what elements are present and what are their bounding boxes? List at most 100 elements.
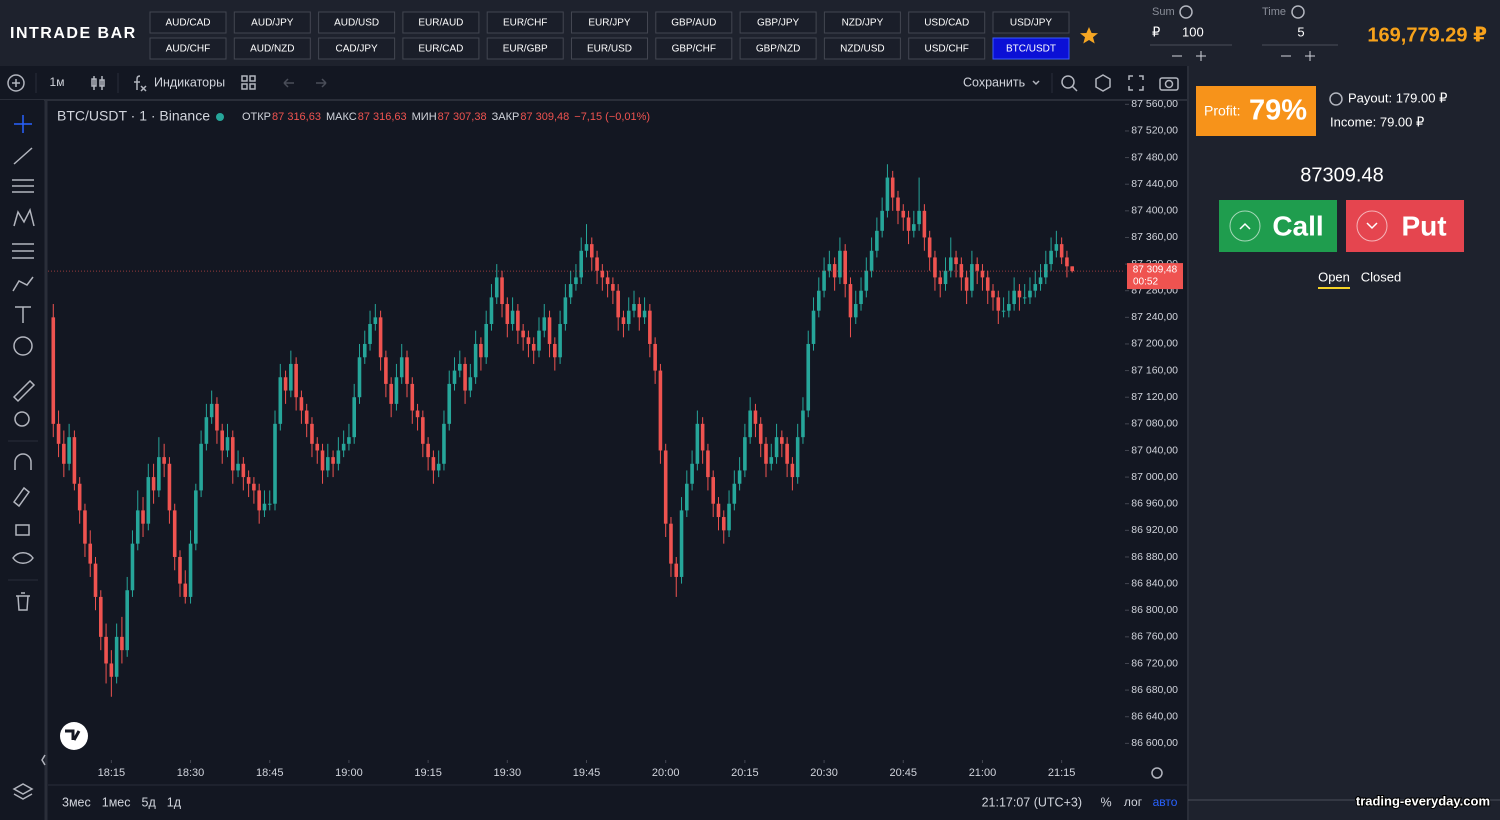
pair-button[interactable] — [739, 11, 817, 34]
tab-closed[interactable]: Closed — [1361, 269, 1401, 284]
percent-toggle[interactable]: % — [1100, 795, 1111, 809]
pair-label[interactable]: AUD/CAD — [165, 18, 210, 29]
candle-body — [690, 463, 694, 484]
add-symbol[interactable] — [7, 74, 25, 92]
candle-body — [278, 377, 283, 424]
pair-label[interactable]: USD/JPY — [1010, 18, 1053, 29]
pair-label[interactable]: EUR/CHF — [503, 18, 547, 29]
pair-button[interactable] — [233, 37, 311, 60]
undo[interactable] — [283, 78, 294, 88]
pair-button[interactable] — [318, 37, 396, 60]
candle-body — [447, 383, 452, 424]
pair-button[interactable] — [571, 37, 648, 60]
range-button[interactable]: 3мес — [62, 795, 91, 809]
pair-label[interactable]: EUR/JPY — [588, 18, 631, 29]
time-input[interactable]: 5 — [1297, 24, 1304, 39]
indicators[interactable]: Индикаторы — [154, 75, 225, 89]
range-button[interactable]: 5д — [142, 795, 157, 809]
lock-tool[interactable] — [15, 524, 30, 536]
call-button[interactable] — [1219, 200, 1337, 252]
sum-plus[interactable] — [1196, 51, 1206, 61]
pair-label[interactable]: NZD/JPY — [842, 18, 884, 29]
fib-tool[interactable] — [12, 179, 34, 193]
auto-toggle[interactable]: авто — [1153, 795, 1178, 809]
pair-label[interactable]: NZD/USD — [840, 44, 884, 55]
time-plus[interactable] — [1305, 51, 1315, 61]
pair-button[interactable] — [149, 37, 227, 60]
emoji-tool[interactable] — [13, 336, 33, 356]
delete-tool[interactable] — [16, 592, 30, 611]
pair-button[interactable] — [233, 11, 311, 34]
pair-button[interactable] — [486, 11, 564, 34]
sum-input[interactable]: 100 — [1182, 24, 1204, 39]
pair-label[interactable]: GBP/NZD — [756, 44, 800, 55]
pair-label[interactable]: AUD/USD — [334, 18, 379, 29]
pair-label[interactable]: GBP/AUD — [671, 18, 716, 29]
save[interactable]: Сохранить — [963, 75, 1025, 89]
layouts[interactable] — [241, 75, 256, 90]
lock-drawing-tool[interactable] — [12, 486, 31, 508]
pair-label[interactable]: BTC/USDT — [1006, 44, 1056, 55]
object-tree[interactable] — [12, 783, 34, 800]
crosshair-tool[interactable] — [14, 115, 32, 133]
pair-button[interactable] — [908, 37, 986, 60]
redo[interactable] — [316, 78, 327, 88]
chart-type[interactable] — [91, 76, 105, 90]
pair-label[interactable]: GBP/JPY — [757, 18, 800, 29]
pair-button[interactable] — [992, 37, 1070, 60]
pair-label[interactable]: EUR/GBP — [503, 44, 548, 55]
hide-tool[interactable] — [12, 552, 34, 564]
ohlc-value: 87 309,48 — [520, 111, 569, 123]
pair-button[interactable] — [402, 37, 480, 60]
interval[interactable]: 1м — [50, 75, 65, 89]
candle-body — [605, 277, 610, 285]
ruler-tool[interactable] — [12, 379, 36, 403]
log-toggle[interactable]: лог — [1124, 795, 1143, 809]
text-tool[interactable] — [15, 306, 31, 323]
pair-button[interactable] — [739, 37, 817, 60]
pair-button[interactable] — [908, 11, 986, 34]
magnet-tool[interactable] — [14, 453, 32, 470]
pair-label[interactable]: GBP/CHF — [672, 44, 716, 55]
settings[interactable] — [1095, 74, 1111, 92]
fullscreen[interactable] — [1128, 75, 1144, 91]
candle-body — [294, 363, 298, 398]
prediction-tool[interactable] — [12, 243, 34, 259]
quick-search[interactable] — [1061, 75, 1075, 89]
pair-button[interactable] — [655, 11, 733, 34]
pair-button[interactable] — [992, 11, 1070, 34]
pair-button[interactable] — [571, 11, 648, 34]
range-button[interactable]: 1мес — [102, 795, 131, 809]
range-button[interactable]: 1д — [167, 795, 182, 809]
pair-label[interactable]: USD/CAD — [924, 18, 969, 29]
axis-settings[interactable] — [1151, 767, 1163, 779]
pair-label[interactable]: AUD/JPY — [251, 18, 294, 29]
collapse[interactable] — [41, 754, 46, 766]
pair-label[interactable]: AUD/NZD — [250, 44, 294, 55]
pair-button[interactable] — [318, 11, 396, 34]
zoom-tool[interactable] — [14, 411, 30, 427]
y-tick-label: 87 440,00 — [1131, 178, 1178, 190]
pair-label[interactable]: EUR/USD — [587, 44, 632, 55]
pair-label[interactable]: EUR/CAD — [418, 44, 463, 55]
pair-button[interactable] — [823, 37, 901, 60]
put-button[interactable] — [1346, 200, 1464, 252]
pair-label[interactable]: USD/CHF — [924, 44, 968, 55]
pair-button[interactable] — [655, 37, 733, 60]
brush-tool[interactable] — [12, 276, 34, 292]
pair-label[interactable]: AUD/CHF — [166, 44, 210, 55]
pair-label[interactable]: CAD/JPY — [335, 44, 378, 55]
pair-label[interactable]: EUR/AUD — [418, 18, 463, 29]
screenshot[interactable] — [1159, 77, 1179, 91]
pattern-tool[interactable] — [13, 207, 35, 227]
pair-button[interactable] — [402, 11, 480, 34]
pair-button[interactable] — [149, 11, 227, 34]
tab-open[interactable]: Open — [1318, 269, 1350, 284]
pair-button[interactable] — [486, 37, 564, 60]
save-menu[interactable] — [1032, 80, 1040, 86]
put-label[interactable]: Put — [1401, 210, 1446, 241]
favorite-star[interactable] — [1080, 27, 1098, 44]
call-label[interactable]: Call — [1272, 210, 1323, 241]
trendline-tool[interactable] — [13, 147, 33, 165]
pair-button[interactable] — [823, 11, 901, 34]
